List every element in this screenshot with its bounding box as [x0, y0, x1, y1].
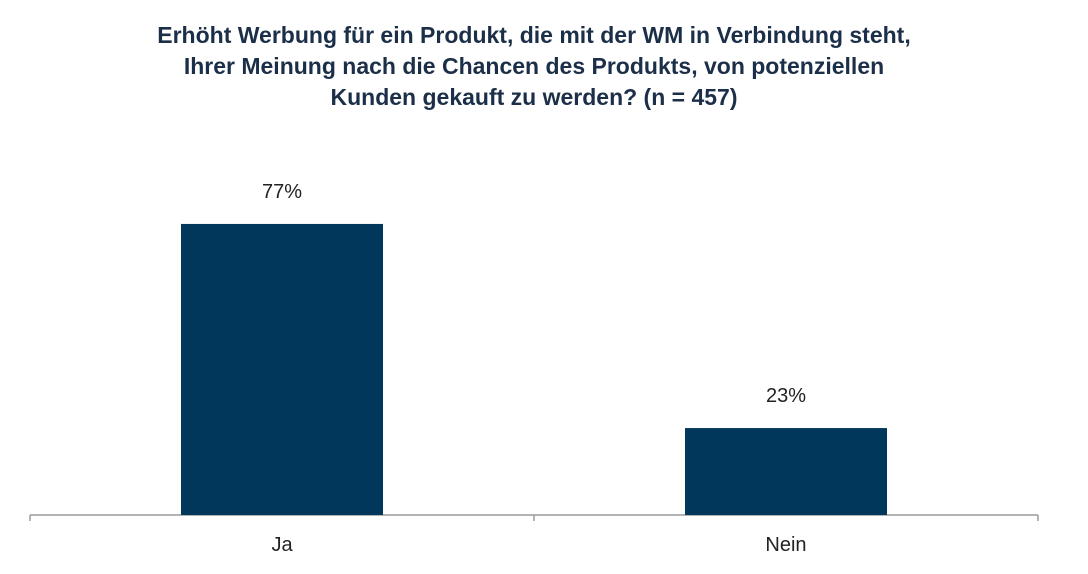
chart-title-line-1: Erhöht Werbung für ein Produkt, die mit … [157, 22, 911, 48]
chart-title-line-3: Kunden gekauft zu werden? (n = 457) [330, 84, 738, 110]
data-label-ja: 77% [262, 181, 302, 203]
bar-ja [181, 223, 383, 515]
chart-title-line-2: Ihrer Meinung nach die Chancen des Produ… [183, 53, 885, 79]
chart-title: Erhöht Werbung für ein Produkt, die mit … [0, 20, 1068, 113]
bar-nein [685, 428, 887, 515]
x-tick-label-nein: Nein [765, 534, 806, 556]
data-label-nein: 23% [766, 385, 806, 407]
x-tick-label-ja: Ja [271, 534, 293, 556]
